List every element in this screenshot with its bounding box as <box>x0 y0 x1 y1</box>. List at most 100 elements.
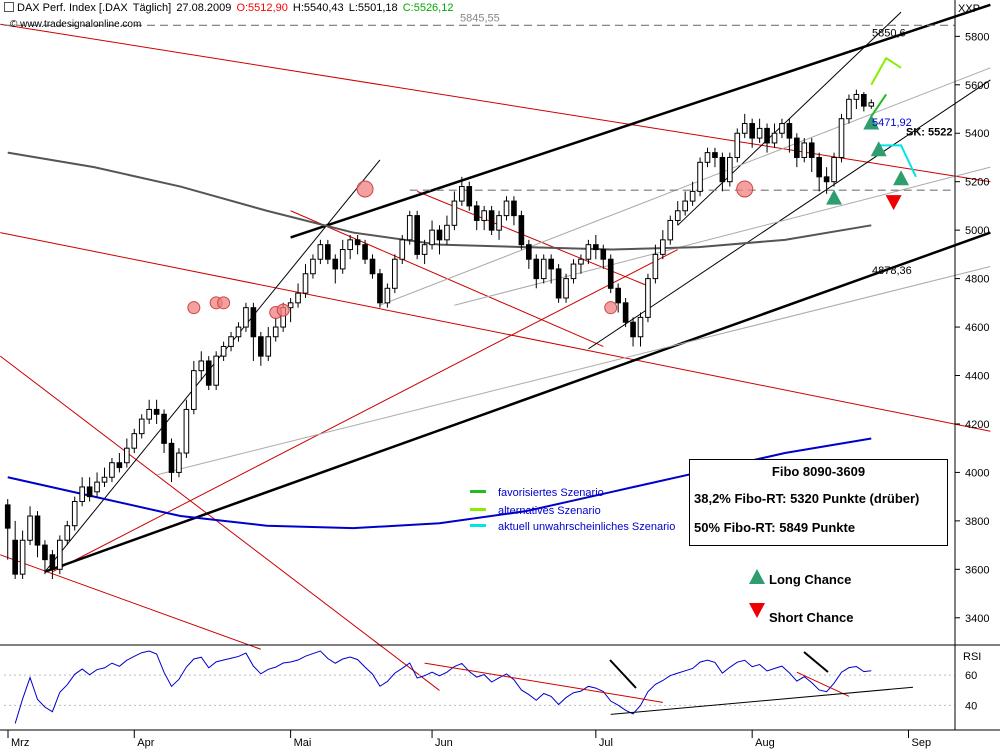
candle-body <box>496 215 502 231</box>
rsi-trend-line <box>424 662 663 703</box>
candle-body <box>756 127 763 139</box>
lower-trend-line <box>44 231 991 573</box>
candle-body <box>258 336 264 357</box>
scenario-line <box>870 93 887 117</box>
upper-trend-line <box>290 3 991 239</box>
candle-body <box>310 258 316 275</box>
rsi-trend-line <box>796 671 850 697</box>
candle-body <box>399 239 406 260</box>
rsi-support-line <box>610 686 914 715</box>
legend-favorisiert: favorisiertes Szenario <box>470 487 604 499</box>
candle-body <box>838 118 845 158</box>
candle-body <box>779 123 785 134</box>
candle-body <box>667 219 674 241</box>
candle-body <box>27 515 33 541</box>
candle-body <box>213 355 219 386</box>
candle-body <box>19 539 26 575</box>
candle-body <box>332 258 339 270</box>
candle-body <box>116 462 123 469</box>
candle-body <box>466 186 473 207</box>
long-chance-marker <box>863 114 880 130</box>
candle-body <box>71 500 78 527</box>
y-tick-label: 4200 <box>965 419 989 431</box>
candle-body <box>302 273 309 294</box>
candle-body <box>749 123 755 139</box>
red-fan-line <box>290 210 604 347</box>
candle-body <box>652 253 659 280</box>
candle-body <box>153 408 160 415</box>
candle-body <box>540 258 547 280</box>
fibo-line-1: 38,2% Fibo-RT: 5320 Punkte (drüber) <box>694 491 920 506</box>
close-value: C:5526,12 <box>402 2 454 14</box>
candle-body <box>191 370 197 410</box>
candle-body <box>473 205 480 221</box>
legend-label: aktuell unwahrscheinliches Szenario <box>498 521 676 533</box>
date: 27.08.2009 <box>176 2 232 14</box>
open-value: O:5512,90 <box>236 2 288 14</box>
candle-body <box>205 360 212 386</box>
candle-body <box>421 244 428 255</box>
candle-body <box>578 258 584 265</box>
candle-body <box>697 161 703 192</box>
gray-trend-line <box>379 67 991 306</box>
fibo-box: Fibo 8090-3609 38,2% Fibo-RT: 5320 Punkt… <box>689 459 948 546</box>
x-tick-label: Sep <box>912 737 932 749</box>
legend-alternativ: alternatives Szenario <box>470 505 601 517</box>
candle-body <box>823 176 830 183</box>
candle-body <box>384 287 391 304</box>
candle-body <box>4 504 11 529</box>
y-tick-label: 3400 <box>965 613 989 625</box>
candle-body <box>272 326 279 338</box>
candle-body <box>198 360 205 372</box>
candle-body <box>481 210 487 221</box>
rsi-panel: 40 60 RSI <box>4 650 981 724</box>
gray-trend-line <box>156 266 991 476</box>
scenario-line <box>878 144 917 178</box>
red-channel-lower <box>0 232 991 432</box>
sk-label: SK: 5522 <box>906 127 952 139</box>
period: Täglich] <box>132 2 172 14</box>
candle-body <box>250 307 257 338</box>
legend-swatch <box>470 490 486 493</box>
fibo-line-2: 50% Fibo-RT: 5849 Punkte <box>694 520 856 535</box>
candle-body <box>168 442 175 473</box>
candle-body <box>771 132 778 144</box>
candle-body <box>49 554 56 570</box>
fibo-title: Fibo 8090-3609 <box>771 464 866 479</box>
candle-body <box>317 244 324 260</box>
window-icon[interactable] <box>4 2 14 12</box>
signal-marker <box>356 180 374 198</box>
candle-body <box>488 210 495 231</box>
rsi-tick-label: 60 <box>965 670 977 682</box>
candle-body <box>868 102 875 107</box>
candle-body <box>362 244 368 260</box>
candle-body <box>764 127 770 144</box>
candle-body <box>436 229 443 241</box>
candle-body <box>861 93 867 107</box>
candle-body <box>161 413 167 444</box>
candle-body <box>354 239 361 246</box>
y-tick-label: 4400 <box>965 371 989 383</box>
red-fan-line <box>0 355 440 691</box>
candle-body <box>682 200 688 212</box>
candle-body <box>64 525 71 541</box>
y-tick-label: 5800 <box>965 31 989 43</box>
candle-body <box>704 152 711 163</box>
candle-body <box>109 462 115 478</box>
y-tick-label: 4800 <box>965 274 989 286</box>
candle-body <box>719 156 726 183</box>
candle-body <box>392 258 398 289</box>
candle-body <box>339 249 346 270</box>
candle-body <box>414 215 420 255</box>
candle-body <box>406 215 413 241</box>
candle-body <box>548 258 554 270</box>
rsi-line <box>14 650 872 724</box>
x-tick-label: Aug <box>755 737 775 749</box>
candle-body <box>615 287 621 304</box>
y-tick-label: 3600 <box>965 564 989 576</box>
candle-body <box>444 224 450 241</box>
red-channel-upper <box>0 23 991 183</box>
candle-body <box>555 268 562 299</box>
y-tick-label: 4600 <box>965 322 989 334</box>
